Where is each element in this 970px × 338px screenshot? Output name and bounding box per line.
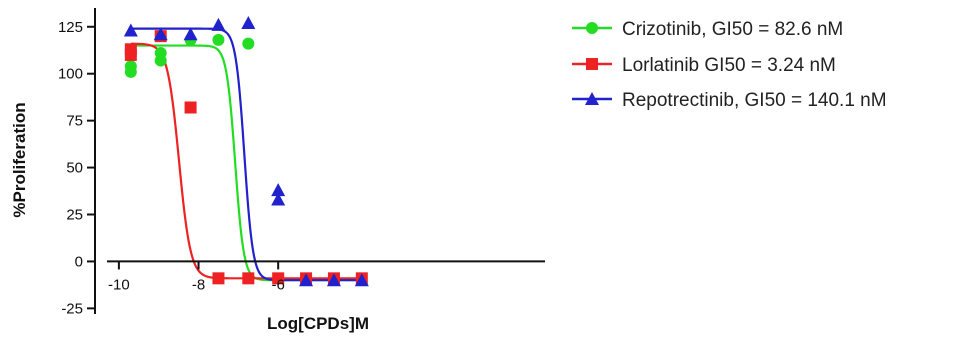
y-axis-title: %Proliferation [10,102,29,217]
legend-item-lorlatinib: Lorlatinib GI50 = 3.24 nM [572,55,836,76]
legend-item-repotrectinib: Repotrectinib, GI50 = 140.1 nM [572,90,887,111]
y-tick-label: 125 [58,19,83,36]
y-tick-label: 100 [58,66,83,83]
legend-item-crizotinib: Crizotinib, GI50 = 82.6 nM [572,19,843,40]
y-tick-label: -25 [61,300,83,317]
x-tick-label: -6 [272,276,285,293]
data-point-circle [212,33,225,46]
y-tick-label: 0 [75,253,83,270]
data-point-triangle [354,273,369,287]
legend-label-repotrectinib: Repotrectinib, GI50 = 140.1 nM [622,90,887,111]
data-point-square [212,272,225,285]
data-point-triangle [211,17,226,31]
data-point-triangle [271,192,286,206]
legend-label-crizotinib: Crizotinib, GI50 = 82.6 nM [622,19,843,40]
x-axis-title: Log[CPDs]M [267,314,369,333]
plot-area [123,16,369,287]
x-tick-label: -8 [192,276,205,293]
legend-marker-square [586,58,598,70]
legend-marker-circle [586,22,598,34]
legend-marker-triangle [585,92,599,105]
data-point-triangle [153,27,168,41]
y-tick-label: 25 [66,207,83,224]
data-point-square [124,43,137,56]
data-point-triangle [123,23,138,37]
data-point-square [184,101,197,114]
legend-label-lorlatinib: Lorlatinib GI50 = 3.24 nM [622,55,836,76]
data-point-triangle [271,183,286,197]
data-point-triangle [241,16,256,30]
fit-curve-series-0 [130,44,362,282]
data-point-square [242,272,255,285]
fit-curve-series-1 [130,42,362,280]
data-point-triangle [299,273,314,287]
data-point-circle [154,54,167,67]
fit-curve-series-2 [130,27,362,282]
data-point-circle [242,37,255,50]
data-point-square [272,272,285,285]
axes: Log[CPDs]M %Proliferation -25 0 25 50 75 100 1… [10,8,545,333]
x-tick-label: -10 [108,276,130,293]
data-point-triangle [183,27,198,41]
data-point-circle [124,60,137,73]
data-point-triangle [326,273,341,287]
y-tick-label: 75 [66,113,83,130]
legend: Crizotinib, GI50 = 82.6 nM Lorlatinib GI… [572,19,887,111]
y-tick-label: 50 [66,160,83,177]
